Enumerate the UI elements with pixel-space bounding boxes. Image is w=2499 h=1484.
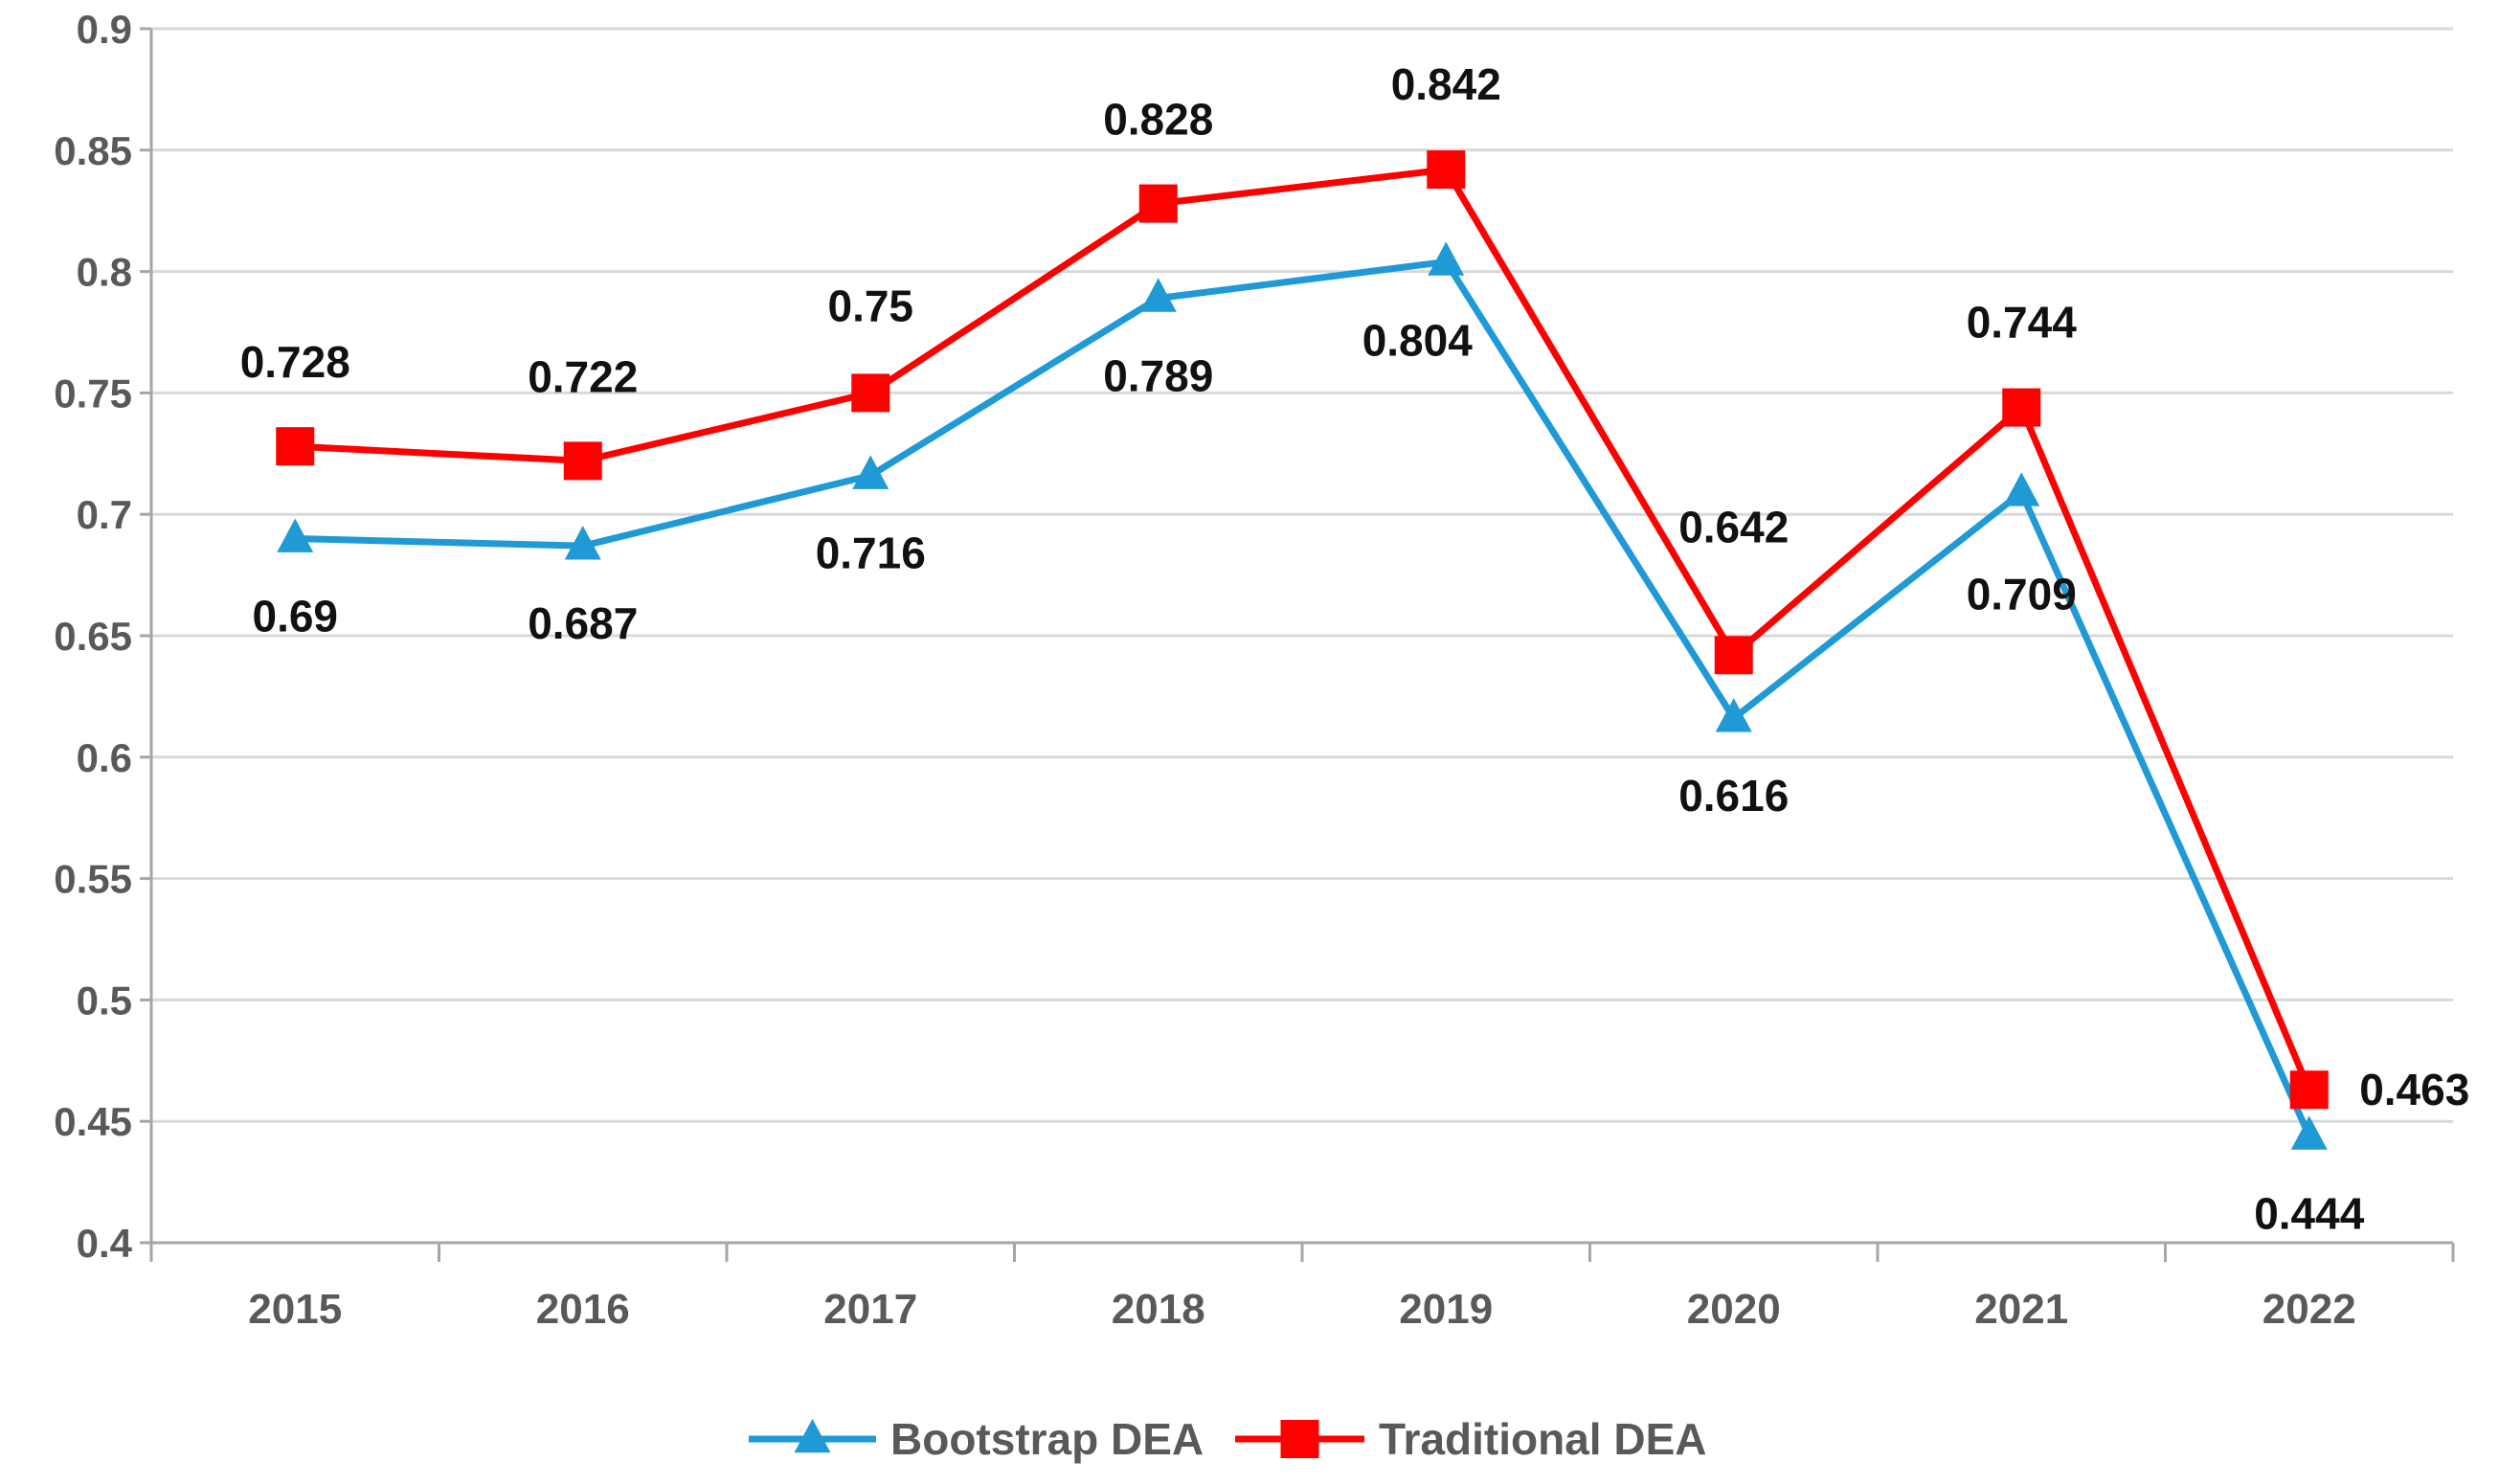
x-tick-label: 2015 (248, 1286, 342, 1333)
legend: Bootstrap DEA Traditional DEA (749, 1414, 1706, 1464)
data-label: 0.687 (528, 598, 638, 648)
data-label: 0.722 (528, 351, 638, 401)
series-layer (276, 150, 2329, 1150)
legend-label-bootstrap-dea: Bootstrap DEA (890, 1414, 1204, 1464)
y-tick-label: 0.7 (77, 492, 132, 537)
data-label: 0.616 (1678, 771, 1789, 821)
data-label: 0.728 (240, 337, 350, 387)
x-tick-label: 2017 (823, 1286, 917, 1333)
data-point-bootstrap-dea (277, 518, 314, 552)
y-tick-label: 0.6 (77, 735, 132, 780)
data-label: 0.804 (1362, 315, 1474, 365)
y-tick-label: 0.9 (77, 7, 132, 52)
legend-label-traditional-dea: Traditional DEA (1379, 1414, 1706, 1464)
y-tick-label: 0.55 (54, 857, 132, 902)
data-point-traditional-dea (1138, 184, 1178, 223)
data-label: 0.75 (827, 281, 913, 330)
data-point-traditional-dea (1427, 150, 1466, 190)
data-point-bootstrap-dea (852, 455, 889, 489)
x-tick-label: 2016 (536, 1286, 630, 1333)
legend-marker-traditional-dea (1280, 1420, 1319, 1458)
series-line-traditional-dea (295, 166, 2312, 1091)
x-tick-label: 2021 (1974, 1286, 2068, 1333)
data-point-bootstrap-dea (564, 526, 601, 560)
data-point-traditional-dea (2289, 1070, 2329, 1110)
data-label: 0.716 (816, 528, 926, 578)
data-point-bootstrap-dea (2003, 472, 2040, 506)
axis-layer: 0.4 0.45 0.5 0.55 0.6 0.65 0.7 0.75 0.8 0.85 0.9 20… (54, 7, 2455, 1333)
y-tick-label: 0.85 (54, 128, 132, 173)
data-point-traditional-dea (2002, 388, 2041, 427)
data-point-traditional-dea (563, 441, 602, 481)
legend-marker-bootstrap-dea (794, 1418, 831, 1453)
data-label: 0.744 (1967, 298, 2078, 348)
data-point-bootstrap-dea (1428, 241, 1465, 276)
data-point-traditional-dea (851, 373, 890, 413)
data-point-bootstrap-dea (1715, 698, 1752, 732)
y-tick-label: 0.4 (77, 1221, 133, 1266)
y-tick-label: 0.45 (54, 1099, 132, 1144)
data-label: 0.842 (1391, 59, 1501, 109)
data-label-layer: 0.69 0.687 0.716 0.789 0.804 0.616 0.709 0.444 0… (240, 59, 2470, 1238)
data-point-bootstrap-dea (1139, 278, 1177, 312)
data-point-traditional-dea (276, 427, 315, 466)
data-label: 0.642 (1678, 502, 1789, 551)
y-tick-label: 0.75 (54, 371, 132, 416)
data-label: 0.69 (252, 592, 338, 641)
y-tick-label: 0.65 (54, 614, 132, 659)
x-tick-label: 2020 (1687, 1286, 1781, 1333)
data-label: 0.709 (1967, 569, 2077, 618)
x-tick-label: 2018 (1112, 1286, 1205, 1333)
data-label: 0.463 (2359, 1065, 2469, 1114)
data-point-traditional-dea (1714, 636, 1753, 675)
data-label: 0.828 (1103, 95, 1213, 145)
data-label: 0.444 (2254, 1188, 2365, 1238)
series-line-bootstrap-dea (295, 258, 2312, 1137)
x-tick-label: 2022 (2263, 1286, 2356, 1333)
x-tick-label: 2019 (1399, 1286, 1493, 1333)
data-label: 0.789 (1103, 350, 1213, 400)
y-tick-label: 0.5 (77, 978, 132, 1023)
y-tick-label: 0.8 (77, 250, 132, 295)
grid-layer (151, 27, 2453, 1123)
data-point-bootstrap-dea (2290, 1115, 2328, 1150)
